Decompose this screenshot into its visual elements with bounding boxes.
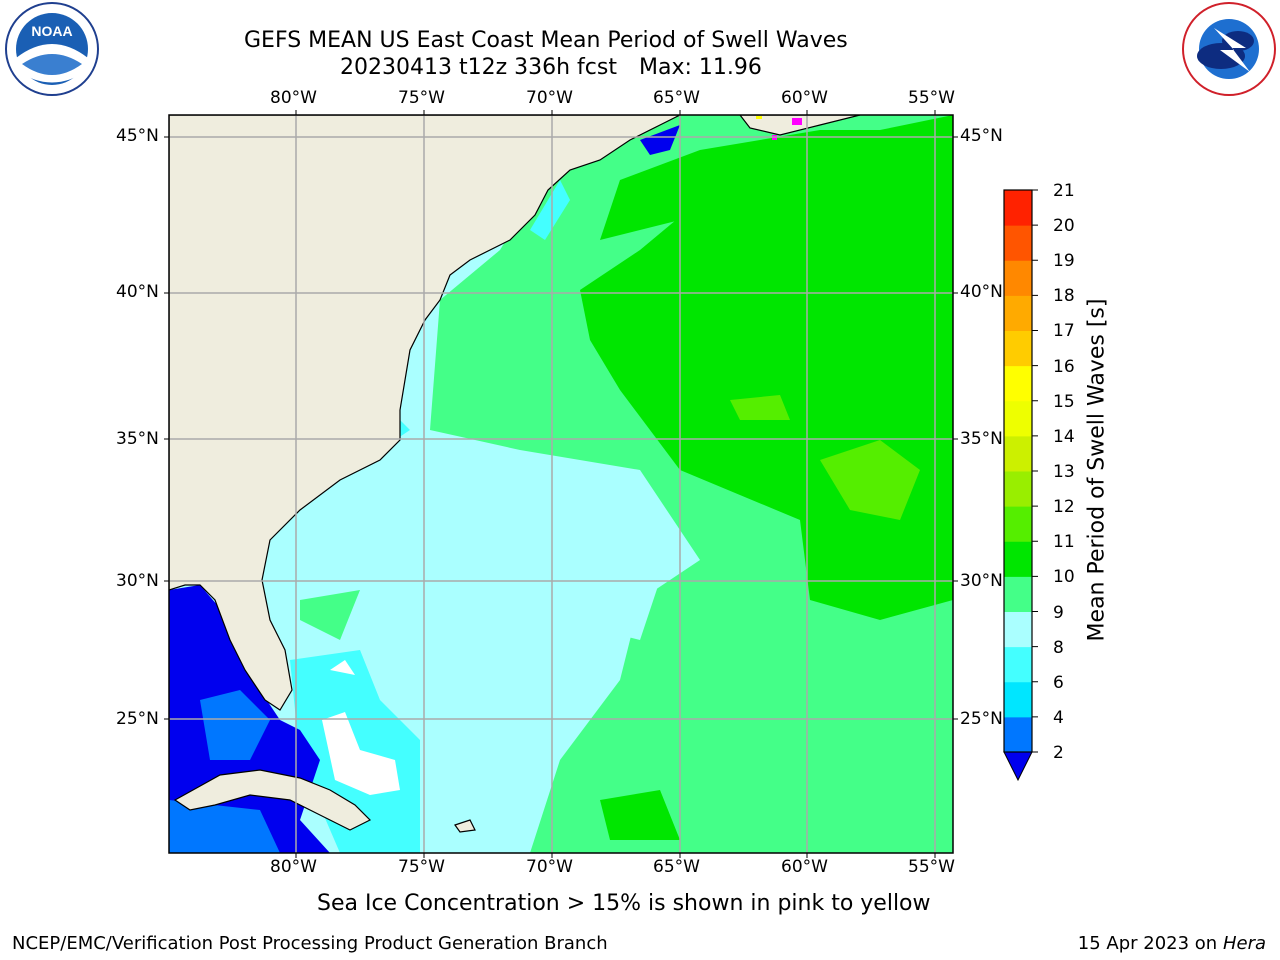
colorbar-tick-label: 21	[1053, 181, 1075, 201]
map-area	[169, 115, 953, 853]
field-11-12s	[820, 440, 920, 520]
land-island	[454, 819, 476, 833]
colorbar-segment	[1004, 681, 1032, 718]
colorbar-segment	[1004, 190, 1032, 226]
lon-label: 60°W	[781, 857, 828, 877]
field-10-11s	[600, 790, 680, 840]
field-6-8s	[530, 180, 570, 240]
chart-subtitle: 20230413 t12z 336h fcst Max: 11.96	[340, 55, 762, 80]
colorbar-tick-label: 13	[1053, 462, 1075, 482]
colorbar-tick-label: 11	[1053, 532, 1075, 552]
lat-label: 35°N	[960, 429, 1003, 449]
colorbar-segment	[1004, 611, 1032, 648]
no-data-area	[322, 712, 400, 795]
colorbar-tick-label: 16	[1053, 357, 1075, 377]
colorbar-title: Mean Period of Swell Waves [s]	[1084, 298, 1110, 642]
sea-ice-patch	[756, 116, 762, 119]
field-4-6s	[200, 690, 270, 760]
lat-label: 25°N	[960, 709, 1003, 729]
colorbar-tick-label: 10	[1053, 567, 1075, 587]
lon-label: 80°W	[270, 88, 317, 108]
lon-label: 55°W	[908, 857, 955, 877]
field-9-10s	[300, 590, 360, 640]
no-data-area	[330, 660, 355, 675]
lon-label: 60°W	[781, 88, 828, 108]
field-4-6s	[169, 800, 280, 853]
colorbar-tick-label: 6	[1053, 673, 1064, 693]
sea-ice-patch	[792, 118, 802, 125]
colorbar-segment	[1004, 541, 1032, 577]
lat-label: 25°N	[116, 709, 159, 729]
lon-label: 80°W	[270, 857, 317, 877]
lon-label: 75°W	[398, 88, 445, 108]
lat-label: 45°N	[116, 126, 159, 146]
chart-title: GEFS MEAN US East Coast Mean Period of S…	[244, 28, 848, 53]
colorbar-tick-label: 2	[1053, 743, 1064, 763]
lon-label: 55°W	[908, 88, 955, 108]
colorbar-tick-label: 12	[1053, 497, 1075, 517]
colorbar-tick-label: 20	[1053, 216, 1075, 236]
colorbar-segment	[1004, 330, 1032, 367]
colorbar-tick-label: 17	[1053, 321, 1075, 341]
lat-label: 40°N	[960, 282, 1003, 302]
field-8-9s	[590, 580, 660, 640]
colorbar-segment	[1004, 225, 1032, 261]
lat-label: 30°N	[960, 571, 1003, 591]
lat-label: 45°N	[960, 126, 1003, 146]
host-name: Hera	[1222, 933, 1266, 954]
colorbar-tick-label: 15	[1053, 392, 1075, 412]
lon-label: 65°W	[653, 857, 700, 877]
land-cuba	[173, 769, 372, 831]
lon-label: 70°W	[526, 857, 573, 877]
colorbar-segment	[1004, 435, 1032, 472]
colorbar-extend-arrow	[1003, 751, 1033, 782]
colorbar-tick-label: 14	[1053, 427, 1075, 447]
map-frame	[168, 114, 954, 854]
colorbar-segment	[1004, 576, 1032, 612]
forecast-run: 20230413 t12z 336h fcst	[340, 55, 617, 80]
colorbar-tick-label: 8	[1053, 638, 1064, 658]
colorbar-tick-label: 9	[1053, 603, 1064, 623]
lon-label: 75°W	[398, 857, 445, 877]
colorbar-segment	[1004, 506, 1032, 542]
lon-label: 65°W	[653, 88, 700, 108]
credit-line: NCEP/EMC/Verification Post Processing Pr…	[12, 933, 608, 954]
lat-label: 35°N	[116, 429, 159, 449]
colorbar-segment	[1004, 295, 1032, 331]
date-line: 15 Apr 2023 on Hera	[1078, 933, 1266, 954]
ice-note: Sea Ice Concentration > 15% is shown in …	[317, 891, 931, 916]
lat-label: 40°N	[116, 282, 159, 302]
colorbar-segment	[1004, 716, 1032, 753]
lat-label: 30°N	[116, 571, 159, 591]
colorbar-tick-label: 4	[1053, 708, 1064, 728]
colorbar-segment	[1004, 400, 1032, 437]
field-10-11s	[600, 115, 953, 240]
colorbar-tick-label: 18	[1053, 286, 1075, 306]
colorbar-segment	[1004, 260, 1032, 296]
max-value: Max: 11.96	[639, 55, 762, 80]
colorbar-segment	[1004, 471, 1032, 507]
field-2-4s	[640, 125, 680, 155]
colorbar-segment	[1004, 646, 1032, 683]
colorbar-segment	[1004, 365, 1032, 402]
colorbar-tick-label: 19	[1053, 251, 1075, 271]
field-11-12s	[730, 395, 790, 420]
lon-label: 70°W	[526, 88, 573, 108]
date-text: 15 Apr 2023 on	[1077, 933, 1218, 954]
